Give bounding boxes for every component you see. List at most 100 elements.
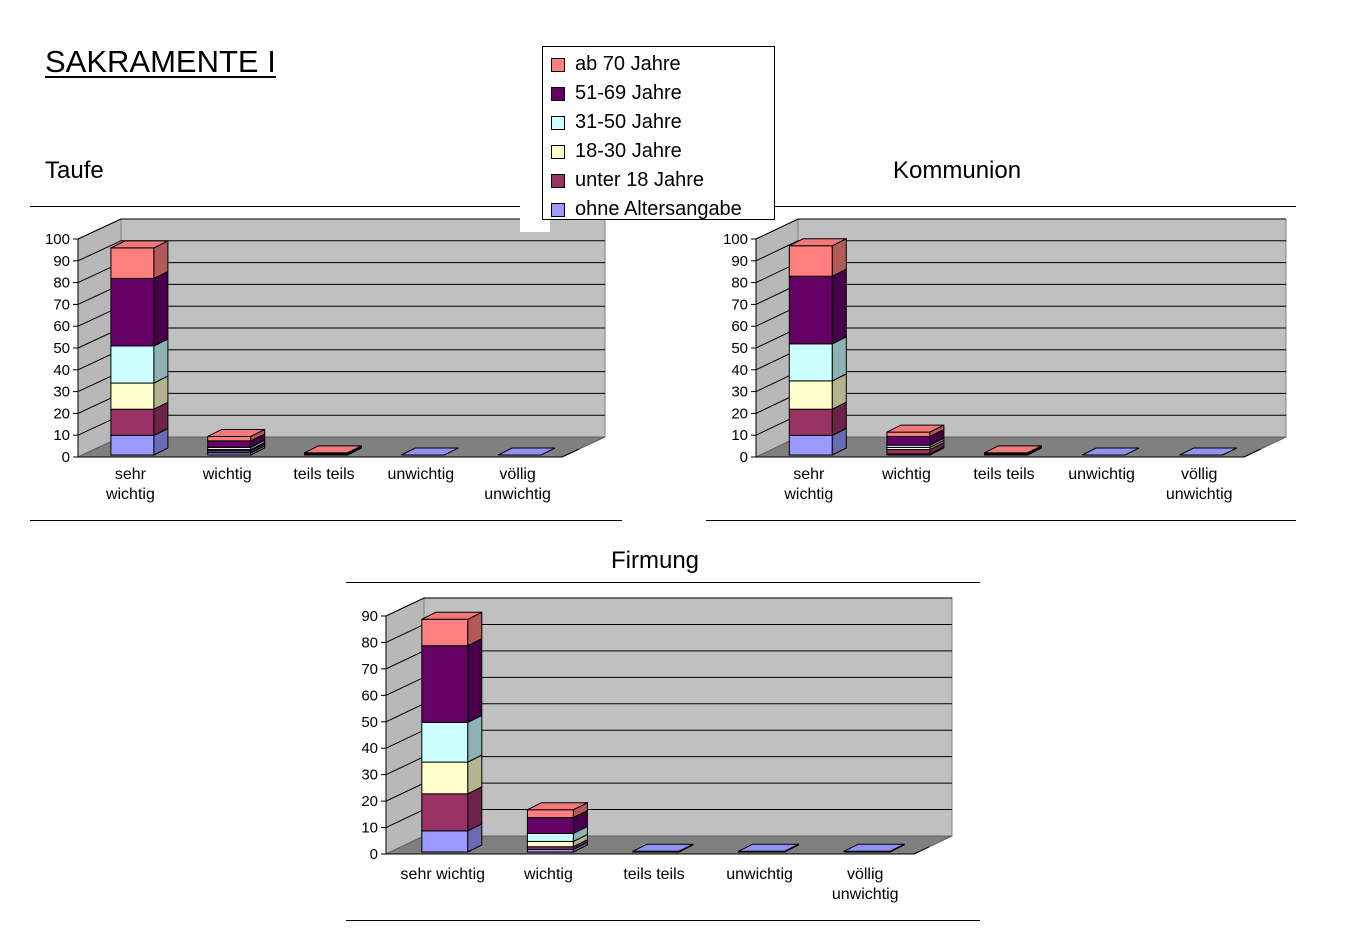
- chart-kommunion: 0 10 20 30 40 50 60 70 80 90 100 sehr wichtig wichtig…: [723, 218, 1287, 503]
- bar-segment: [788, 268, 847, 345]
- chart-side-wall: [385, 597, 425, 855]
- x-tick-label: völlig: [499, 466, 535, 483]
- bar-segment-front: [207, 435, 252, 442]
- floor-edge-line: [561, 448, 580, 458]
- y-tick-label: 60: [53, 318, 70, 335]
- x-tick-label: wichtig: [202, 466, 252, 483]
- page-title: SAKRAMENTE I: [45, 44, 276, 79]
- legend-label: ohne Altersangabe: [575, 198, 742, 220]
- bar-top: [843, 843, 905, 852]
- bar-segment-front: [110, 345, 155, 384]
- bar-top: [421, 611, 483, 620]
- bar-top: [984, 445, 1042, 454]
- bar-segment-front: [788, 343, 833, 382]
- y-tick-label: 80: [731, 275, 748, 292]
- legend-label: unter 18 Jahre: [575, 169, 704, 191]
- bar-segment-front: [207, 440, 252, 448]
- y-tick-label: 30: [53, 384, 70, 401]
- bar-top: [789, 238, 847, 247]
- bar-segment-front: [886, 435, 931, 446]
- bar-segment-front: [526, 817, 574, 834]
- y-tick-label: 20: [731, 405, 748, 422]
- bar-segment-front: [421, 830, 469, 853]
- bar-top: [1081, 447, 1140, 456]
- legend-swatch: [551, 57, 565, 72]
- legend-item: 18-30 Jahre: [551, 137, 774, 166]
- bar-segment-front: [788, 408, 833, 436]
- gridline: [755, 218, 1286, 240]
- bar-segment: [788, 427, 847, 456]
- floor-edge-line: [913, 846, 930, 855]
- bar-segment-front: [110, 382, 155, 410]
- chart-top-rule-taufe: [30, 206, 622, 207]
- bar-segment-side: [153, 270, 169, 347]
- bar-segment-front: [421, 645, 469, 723]
- bar-segment-front: [526, 832, 574, 842]
- y-tick-label: 0: [62, 449, 70, 466]
- y-tick-label: 20: [53, 405, 70, 422]
- bar-segment-front: [886, 431, 931, 437]
- y-tick-label: 100: [723, 231, 748, 248]
- bar-segment: [788, 336, 847, 382]
- legend-swatch: [551, 115, 565, 130]
- x-tick-label: wichtig: [881, 466, 931, 483]
- y-tick-label: 60: [361, 687, 378, 704]
- bar-segment-side: [831, 268, 847, 345]
- x-tick-label: unwichtig: [726, 866, 793, 883]
- x-tick-label: völlig: [1181, 466, 1217, 483]
- x-tick-label: wichtig: [783, 486, 833, 503]
- bar-segment-front: [886, 449, 931, 455]
- x-tick-label: wichtig: [523, 866, 573, 883]
- legend-swatch: [551, 202, 565, 217]
- y-tick-label: 80: [53, 275, 70, 292]
- bar-segment-front: [788, 434, 833, 456]
- legend-item: unter 18 Jahre: [551, 166, 774, 195]
- bar-top: [304, 445, 362, 454]
- legend-item: ab 70 Jahre: [551, 50, 774, 79]
- bar-segment: [110, 270, 169, 347]
- y-tick-label: 10: [361, 820, 378, 837]
- bar-top: [527, 802, 588, 811]
- chart-title-firmung: Firmung: [611, 547, 700, 574]
- y-tick-label: 90: [361, 608, 378, 625]
- gridline: [755, 240, 1286, 262]
- bar-segment: [110, 427, 169, 456]
- y-tick-label: 30: [731, 384, 748, 401]
- legend-label: 18-30 Jahre: [575, 140, 682, 162]
- bar-segment-side: [831, 336, 847, 382]
- bar-segment-front: [110, 434, 155, 456]
- bar-segment-side: [467, 714, 483, 763]
- bar-segment-front: [788, 245, 833, 277]
- gridline: [77, 240, 605, 262]
- x-tick-label: unwichtig: [484, 486, 551, 503]
- x-tick-label: teils teils: [973, 466, 1034, 483]
- bar-segment-front: [421, 618, 469, 647]
- gridline: [77, 218, 605, 240]
- y-tick-label: 100: [45, 231, 70, 248]
- bar-segment-front: [788, 275, 833, 345]
- bar-segment: [421, 714, 483, 763]
- bar-segment: [110, 401, 169, 437]
- bar-segment-front: [421, 721, 469, 763]
- chart-top-rule-kommunion: [706, 206, 1296, 207]
- legend-item: ohne Altersangabe: [551, 195, 774, 224]
- y-tick-label: 50: [731, 340, 748, 357]
- y-tick-label: 60: [731, 318, 748, 335]
- bar-segment: [788, 237, 847, 278]
- legend-label: ab 70 Jahre: [575, 53, 681, 75]
- bar-segment: [788, 373, 847, 411]
- gridline: [385, 597, 952, 617]
- y-tick-label: 20: [361, 793, 378, 810]
- bar-top: [632, 843, 694, 852]
- chart-bottom-rule-firmung: [346, 920, 980, 921]
- bar-segment: [110, 338, 169, 384]
- y-tick-label: 80: [361, 634, 378, 651]
- legend-swatch: [551, 173, 565, 188]
- y-tick-label: 70: [731, 296, 748, 313]
- bar-segment-front: [110, 247, 155, 279]
- chart-title-kommunion: Kommunion: [893, 157, 1022, 184]
- bar-segment: [421, 754, 483, 795]
- bar-top: [738, 843, 799, 852]
- y-tick-label: 30: [361, 767, 378, 784]
- x-tick-label: unwichtig: [1166, 486, 1233, 503]
